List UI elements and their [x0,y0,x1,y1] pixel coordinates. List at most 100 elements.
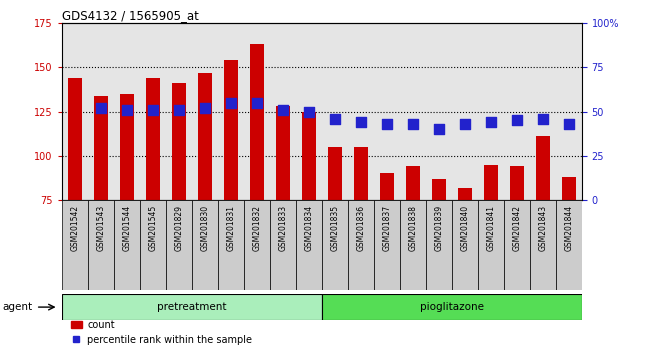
Bar [192,23,218,200]
Bar [530,200,556,290]
Point [460,121,470,127]
Text: GSM201544: GSM201544 [122,205,131,251]
Text: pretreatment: pretreatment [157,302,226,312]
Bar [536,136,550,200]
Text: GSM201831: GSM201831 [226,205,235,251]
Point [356,119,366,125]
Bar [328,147,342,200]
Bar [406,166,420,200]
Bar [198,73,212,200]
Bar [322,23,348,200]
Bar [556,23,582,200]
Text: GSM201837: GSM201837 [382,205,391,251]
Bar [510,166,524,200]
Point [148,107,158,113]
Bar [426,200,452,290]
Text: agent: agent [3,302,32,312]
Bar [62,294,322,320]
Bar [166,23,192,200]
Text: GDS4132 / 1565905_at: GDS4132 / 1565905_at [62,9,199,22]
Bar [94,96,108,200]
Point [174,107,184,113]
Point [486,119,496,125]
Bar [348,200,374,290]
Bar [374,23,400,200]
Bar [270,200,296,290]
Bar [166,200,192,290]
Bar [218,200,244,290]
Point [564,121,574,127]
Bar [504,23,530,200]
Bar [250,44,264,200]
Bar [452,200,478,290]
Point [512,118,522,123]
Point [330,116,340,121]
Text: GSM201543: GSM201543 [96,205,105,251]
Point [278,107,288,113]
Bar [432,179,446,200]
Text: GSM201829: GSM201829 [174,205,183,251]
Bar [218,23,244,200]
Bar [530,23,556,200]
Legend: count, percentile rank within the sample: count, percentile rank within the sample [66,316,256,349]
Bar [478,200,504,290]
Bar [192,200,218,290]
Text: GSM201833: GSM201833 [278,205,287,251]
Bar [114,200,140,290]
Text: GSM201842: GSM201842 [512,205,521,251]
Bar [348,23,374,200]
Bar [302,112,316,200]
Bar [374,200,400,290]
Bar [322,294,582,320]
Text: GSM201835: GSM201835 [330,205,339,251]
Bar [146,78,160,200]
Bar [562,177,576,200]
Text: GSM201840: GSM201840 [460,205,469,251]
Text: GSM201843: GSM201843 [538,205,547,251]
Text: GSM201834: GSM201834 [304,205,313,251]
Bar [62,23,88,200]
Bar [452,23,478,200]
Bar [426,23,452,200]
Text: GSM201841: GSM201841 [486,205,495,251]
Text: GSM201545: GSM201545 [148,205,157,251]
Bar [296,23,322,200]
Bar [270,23,296,200]
Bar [140,23,166,200]
Bar [354,147,368,200]
Bar [322,200,348,290]
Bar [296,200,322,290]
Point [538,116,548,121]
Bar [380,173,394,200]
Bar [244,200,270,290]
Bar [68,78,82,200]
Bar [114,23,140,200]
Text: GSM201830: GSM201830 [200,205,209,251]
Point [226,100,236,105]
Bar [120,94,134,200]
Bar [556,200,582,290]
Point [434,126,444,132]
Text: GSM201844: GSM201844 [564,205,573,251]
Bar [458,188,472,200]
Bar [484,165,498,200]
Point [96,105,106,111]
Text: GSM201542: GSM201542 [70,205,79,251]
Bar [140,200,166,290]
Point [382,121,392,127]
Bar [244,23,270,200]
Point [122,107,132,113]
Bar [400,200,426,290]
Text: GSM201838: GSM201838 [408,205,417,251]
Bar [172,83,186,200]
Bar [400,23,426,200]
Bar [504,200,530,290]
Point [200,105,210,111]
Point [304,109,314,114]
Text: GSM201839: GSM201839 [434,205,443,251]
Text: GSM201832: GSM201832 [252,205,261,251]
Text: pioglitazone: pioglitazone [420,302,484,312]
Bar [276,106,290,200]
Point [408,121,418,127]
Point [252,100,262,105]
